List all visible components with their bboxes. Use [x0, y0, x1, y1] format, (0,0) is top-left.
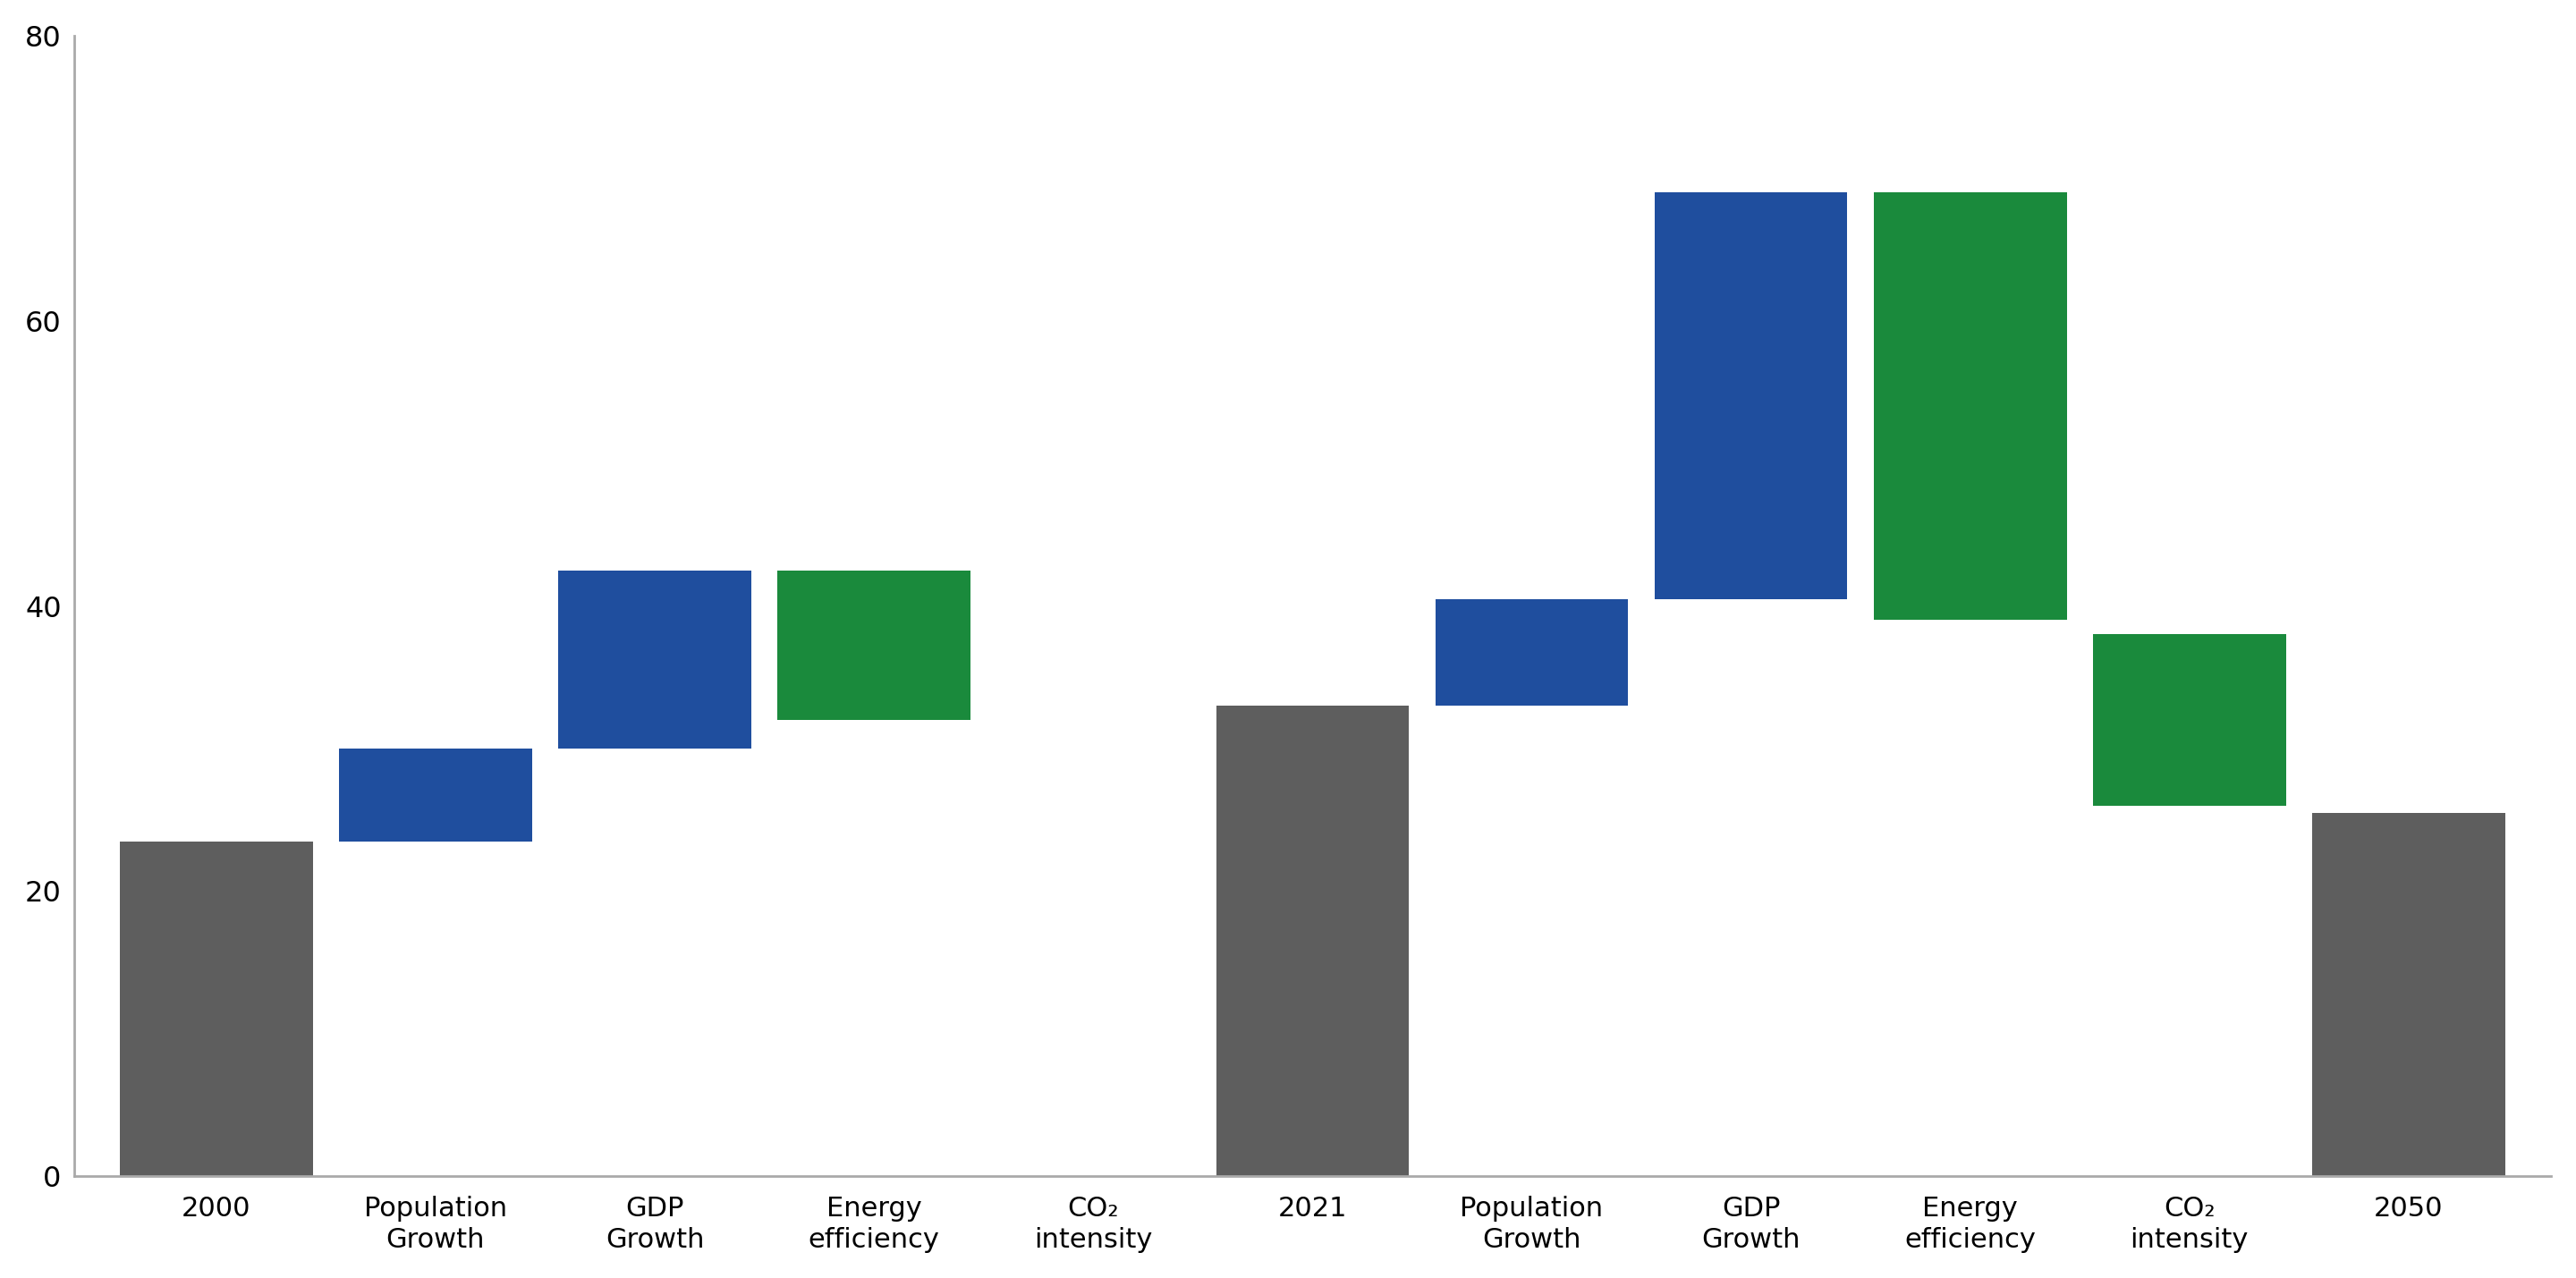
Bar	[1216, 705, 1409, 1176]
Bar	[121, 841, 312, 1176]
Bar	[778, 570, 971, 720]
Bar	[1435, 599, 1628, 705]
Bar	[2092, 634, 2285, 805]
Bar	[1654, 193, 1847, 599]
Bar	[340, 749, 533, 841]
Bar	[559, 570, 752, 749]
Bar	[1873, 193, 2066, 620]
Bar	[2313, 813, 2504, 1176]
